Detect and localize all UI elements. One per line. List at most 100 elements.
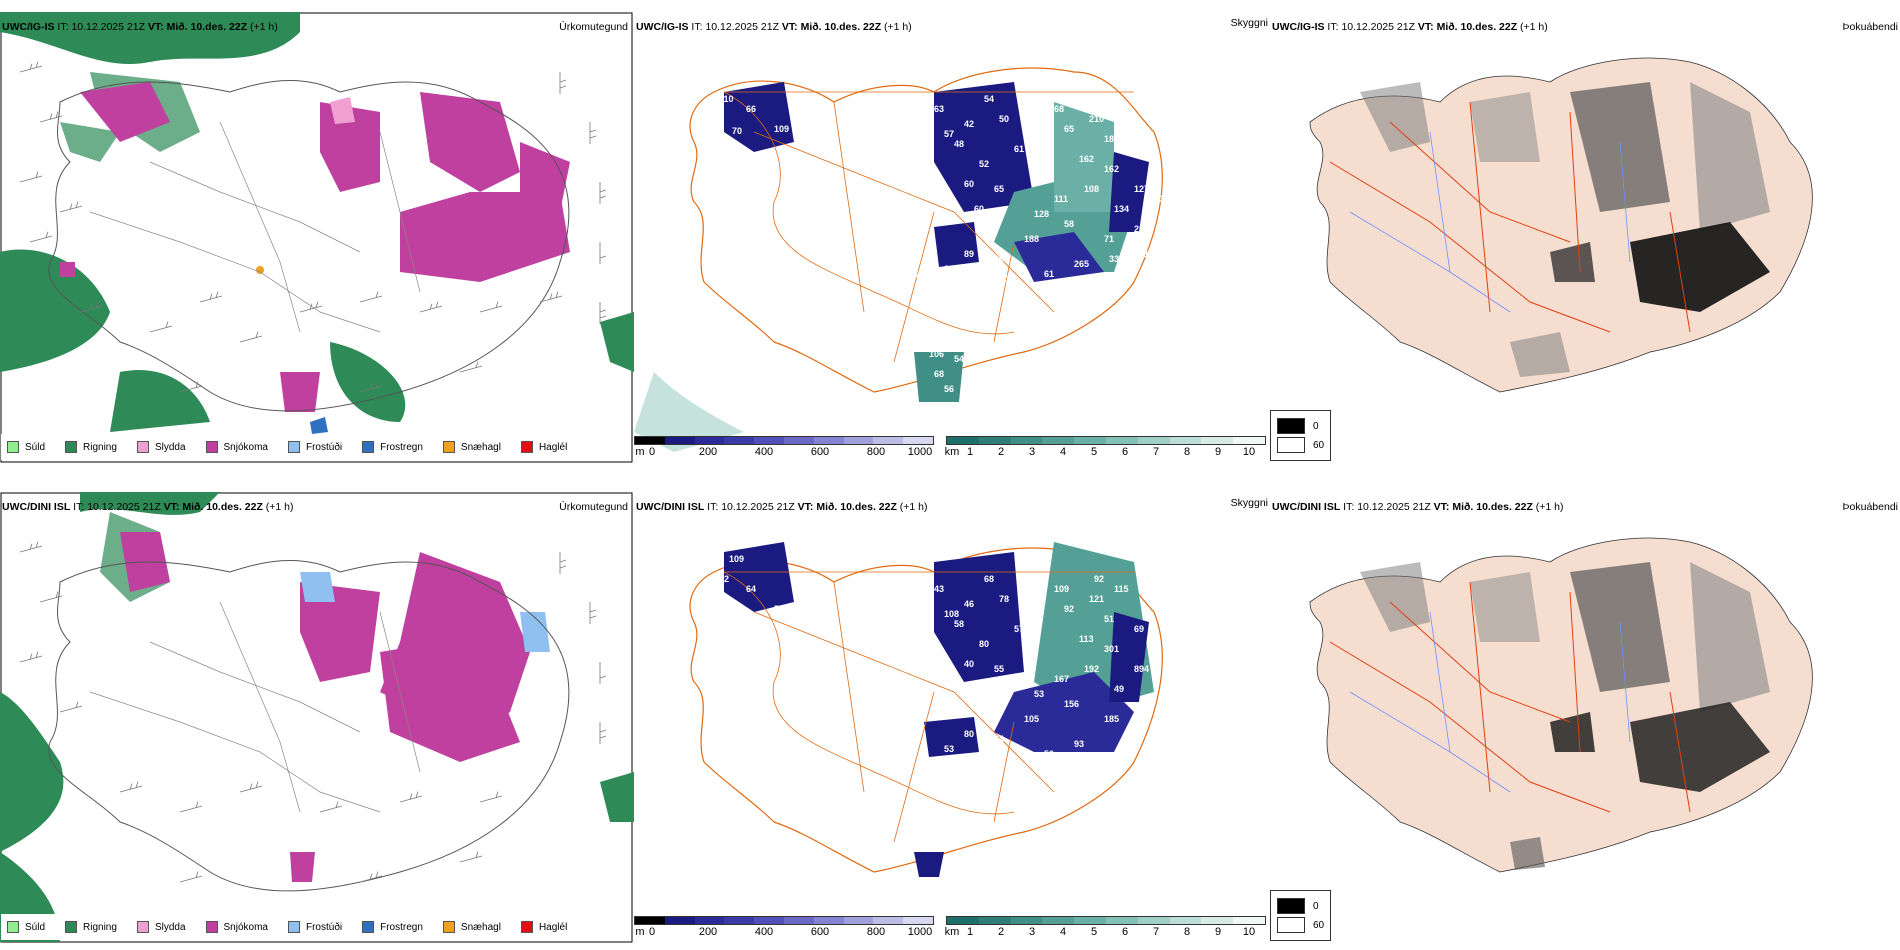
map-value-label: 65 — [994, 184, 1004, 194]
map-value-label: 105 — [1134, 144, 1149, 154]
legend-item: Haglél — [515, 441, 567, 453]
map-value-label: 162 — [1104, 164, 1119, 174]
map-value-label: 110 — [719, 94, 734, 104]
map-value-label: 301 — [1104, 644, 1119, 654]
colorbar-tick: 10 — [1242, 446, 1256, 458]
map-value-label: 49 — [1114, 684, 1124, 694]
legend-label: Súld — [25, 441, 46, 453]
vt-value: Mið. 10.des. 22Z — [1452, 501, 1533, 513]
precip-type-map-row1 — [0, 12, 634, 463]
legend-item: Frostúði — [282, 441, 342, 453]
map-value-label: 51 — [1104, 614, 1114, 624]
legend-item: Snjókoma — [200, 441, 268, 453]
map-value-label: 860 — [994, 274, 1009, 284]
panel-type-label: Úrkomutegund — [559, 21, 628, 33]
colorbar-tick: 200 — [698, 926, 718, 938]
vt-value: Mið. 10.des. 22Z — [1436, 21, 1518, 33]
colorbar-unit: km — [944, 926, 960, 938]
legend-label: Frostúði — [305, 441, 343, 453]
map-value-label: 81 — [944, 264, 954, 274]
colorbar-tick: 600 — [810, 446, 830, 458]
map-value-label: 131 — [1154, 194, 1169, 204]
map-value-label: 69 — [1134, 624, 1144, 634]
it-label: IT: — [1343, 501, 1355, 513]
legend-item: Súld — [1, 921, 45, 933]
forecast-offset: (+1 h) — [899, 501, 928, 513]
colorbar-tick: 800 — [866, 926, 886, 938]
legend-swatch — [136, 921, 149, 933]
vt-value: Mið. 10.des. 22Z — [182, 501, 263, 513]
legend-label: Snæhagl — [460, 921, 501, 933]
colorbar-tick: 6 — [1121, 926, 1129, 938]
map-value-label: 72 — [719, 574, 729, 584]
map-value-label: 108 — [1084, 184, 1099, 194]
map-value-label: 92 — [1094, 574, 1104, 584]
fog-index-map-row2 — [1309, 537, 1813, 873]
ceiling-colorbar-ramp — [634, 436, 934, 445]
colorbar-tick: 4 — [1059, 446, 1067, 458]
visibility-colorbar: km 1 2 3 4 5 6 7 8 9 10 — [944, 436, 1266, 459]
forecast-offset: (+1 h) — [250, 21, 278, 33]
fog-legend-label: 0 — [1313, 900, 1319, 912]
map-value-label: 93 — [1074, 739, 1084, 749]
legend-item: Frostregn — [356, 921, 423, 933]
map-value-label: 61 — [1014, 144, 1024, 154]
panel-title: UWC/IG-IS IT: 10.12.2025 21Z VT: Mið. 10… — [636, 21, 912, 33]
panel-title: UWC/IG-IS IT: 10.12.2025 21Z VT: Mið. 10… — [1272, 21, 1548, 33]
colorbar-tick: 200 — [698, 446, 718, 458]
fog-legend-label: 0 — [1313, 420, 1319, 432]
map-value-label: 60 — [974, 204, 984, 214]
map-value-label: 65 — [1064, 124, 1074, 134]
map-value-label: 106 — [929, 349, 944, 359]
colorbar-tick: 400 — [754, 446, 774, 458]
map-value-label: 51 — [1139, 249, 1149, 259]
legend-swatch — [362, 441, 375, 453]
map-value-label: 121 — [1089, 594, 1104, 604]
legend-swatch — [65, 921, 78, 933]
legend-swatch — [362, 921, 375, 933]
legend-item: Snæhagl — [437, 921, 501, 933]
legend-item: Slydda — [131, 441, 186, 453]
colorbar-tick: 9 — [1214, 926, 1222, 938]
vt-label: VT: — [147, 21, 164, 33]
model-name: UWC/IG-IS — [1272, 21, 1325, 33]
colorbar-tick: 0 — [648, 446, 656, 458]
map-value-label: 128 — [1034, 209, 1049, 219]
legend-item: Frostúði — [282, 921, 342, 933]
ceiling-colorbar-ticks: m 0 200 400 600 800 1000 — [634, 445, 934, 459]
map-value-label: 52 — [979, 159, 989, 169]
model-name: UWC/DINI ISL — [2, 501, 71, 513]
panel-type-label: Þokuábendi — [1842, 21, 1898, 33]
legend-swatch — [520, 441, 533, 453]
ceiling-visibility-map-panel-row2: 109 72 64 90 57 43 46 58 68 78 80 40 55 57 126 108 109 92… — [634, 492, 1270, 944]
colorbar-tick: 2 — [997, 446, 1005, 458]
map-value-label: 68 — [1054, 104, 1064, 114]
it-label: IT: — [691, 21, 703, 33]
fog-index-map-panel-row1: UWC/IG-IS IT: 10.12.2025 21Z VT: Mið. 10… — [1270, 12, 1900, 464]
colorbar-tick: 0 — [648, 926, 656, 938]
model-name: UWC/DINI ISL — [1272, 501, 1341, 513]
colorbar-tick: 3 — [1028, 446, 1036, 458]
colorbar-tick: 600 — [810, 926, 830, 938]
it-value: 10.12.2025 21Z — [705, 21, 779, 33]
map-value-label: 167 — [1054, 674, 1069, 684]
map-value-label: 265 — [1074, 259, 1089, 269]
colorbar-unit: km — [944, 446, 960, 458]
map-value-label: 57 — [1014, 624, 1024, 634]
colorbar-tick: 10 — [1242, 926, 1256, 938]
legend-label: Haglél — [538, 441, 568, 453]
legend-label: Frostúði — [305, 921, 343, 933]
legend-label: Súld — [25, 921, 46, 933]
visibility-colorbar-ticks: km 1 2 3 4 5 6 7 8 9 10 — [944, 445, 1266, 459]
it-label: IT: — [57, 21, 69, 33]
fog-legend-label: 60 — [1313, 919, 1325, 931]
map-value-label: 89 — [964, 249, 974, 259]
precip-type-legend: Súld Rigning Slydda Snjókoma Frostúði Fr… — [1, 914, 631, 940]
legend-label: Snjókoma — [223, 921, 268, 933]
map-value-label: 113 — [1079, 634, 1094, 644]
map-value-label: 105 — [1024, 714, 1039, 724]
colorbar-tick: 8 — [1183, 926, 1191, 938]
vt-value: Mið. 10.des. 22Z — [800, 21, 882, 33]
map-value-label: 80 — [979, 639, 989, 649]
map-value-label: 53 — [1034, 689, 1044, 699]
